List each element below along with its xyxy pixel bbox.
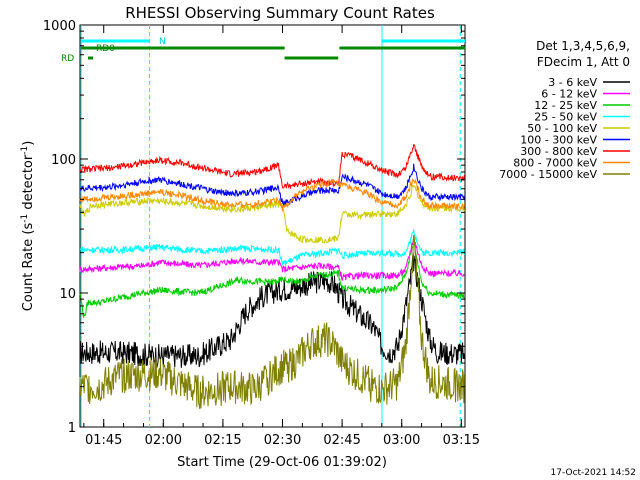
legend-label: 12 - 25 keV: [534, 99, 597, 112]
y-tick-label: 1: [68, 421, 76, 436]
series-line: [79, 229, 465, 267]
x-tick-label: 02:00: [145, 433, 182, 448]
series-line: [79, 184, 465, 244]
legend-label: 6 - 12 keV: [541, 88, 597, 101]
legend-label: 300 - 800 keV: [520, 145, 597, 158]
x-tick-label: 02:45: [323, 433, 360, 448]
legend-label: 50 - 100 keV: [527, 122, 597, 135]
y-tick-label: 1000: [43, 19, 76, 34]
legend-label: 3 - 6 keV: [548, 76, 597, 89]
series-line: [79, 252, 465, 369]
y-tick-label: 100: [51, 153, 76, 168]
x-tick-label: 02:30: [264, 433, 301, 448]
x-tick-label: 01:45: [85, 433, 122, 448]
series-line: [79, 236, 465, 281]
plot-frame: [79, 24, 466, 428]
y-axis-ticks: 1 10 100 1000: [43, 19, 465, 436]
series-line: [79, 234, 465, 410]
legend-label: 800 - 7000 keV: [513, 157, 597, 170]
legend-label: 100 - 300 keV: [520, 134, 597, 147]
chart-title: RHESSI Observing Summary Count Rates: [125, 4, 435, 22]
x-tick-label: 03:15: [443, 433, 480, 448]
series-lines: [79, 144, 465, 410]
footer-timestamp: 17-Oct-2021 14:52: [551, 468, 636, 478]
x-tick-label: 03:00: [383, 433, 420, 448]
series-line: [79, 163, 465, 207]
legend: Det 1,3,4,5,6,9, FDecim 1, Att 0 3 - 6 k…: [499, 39, 630, 181]
x-axis-ticks: 01:45 02:00 02:15 02:30 02:45 03:00 03:15: [83, 25, 480, 448]
rd-flag-label: RD0: [96, 44, 115, 54]
legend-header-1: Det 1,3,4,5,6,9,: [536, 39, 630, 53]
legend-label: 25 - 50 keV: [534, 111, 597, 124]
legend-label: 7000 - 15000 keV: [499, 168, 597, 181]
rd-short-label: RD: [61, 54, 74, 64]
series-line: [79, 144, 465, 189]
series-line: [79, 178, 465, 212]
series-line: [79, 243, 465, 318]
legend-header-2: FDecim 1, Att 0: [537, 55, 630, 69]
flag-bars: N RD0 RD: [61, 37, 465, 64]
y-tick-label: 10: [59, 287, 76, 302]
night-flag-label: N: [159, 37, 166, 47]
x-axis-label: Start Time (29-Oct-06 01:39:02): [177, 455, 387, 470]
y-axis-label: Count Rate (s-1 detector-1): [20, 141, 36, 312]
x-tick-label: 02:15: [204, 433, 241, 448]
